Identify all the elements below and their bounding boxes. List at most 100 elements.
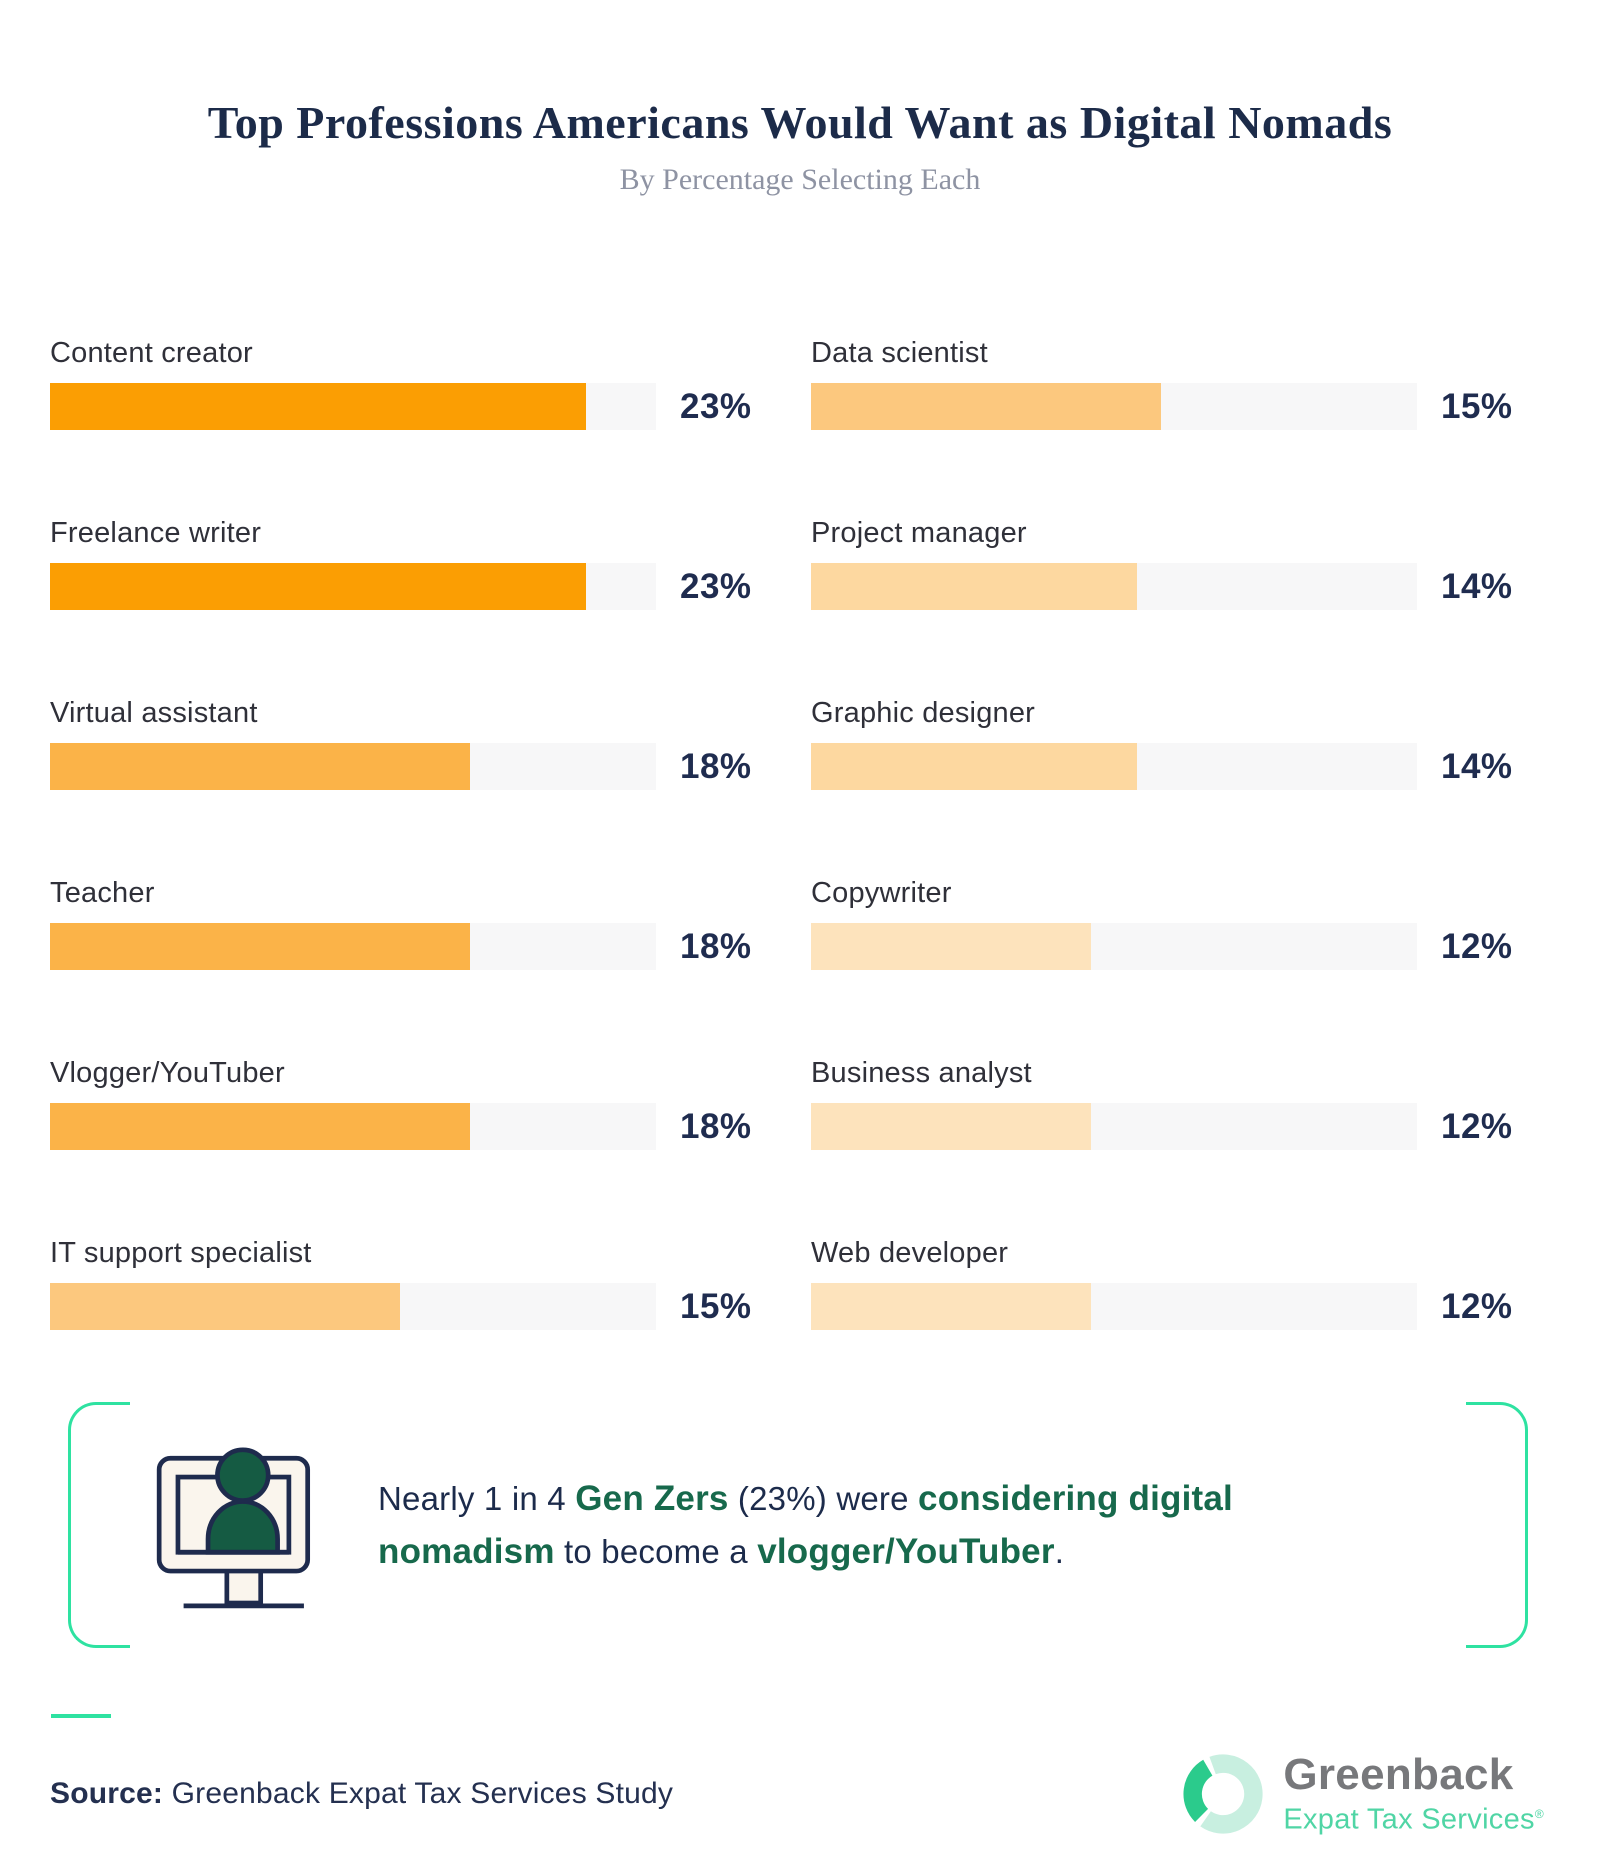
percent-label: 14% bbox=[1441, 566, 1513, 606]
profession-label: Content creator bbox=[50, 337, 253, 369]
percent-label: 15% bbox=[1441, 386, 1513, 426]
bar-track bbox=[811, 1103, 1417, 1150]
bar-fill bbox=[811, 923, 1091, 970]
bar-line: 12% bbox=[811, 1103, 1529, 1150]
source-line: Source: Greenback Expat Tax Services Stu… bbox=[50, 1777, 673, 1811]
profession-row: Freelance writer 23% bbox=[50, 515, 768, 610]
bar-column-right: Data scientist 15% Project manager 14% Graph… bbox=[811, 335, 1529, 1330]
bar-chart: Content creator 23% Freelance writer 23% Vir… bbox=[50, 335, 1529, 1330]
profession-row: Vlogger/YouTuber 18% bbox=[50, 1055, 768, 1150]
bar-fill bbox=[50, 1283, 400, 1330]
bar-line: 18% bbox=[50, 743, 768, 790]
callout-bracket-right bbox=[1466, 1402, 1528, 1648]
profession-label: Business analyst bbox=[811, 1057, 1032, 1089]
profession-label: Teacher bbox=[50, 877, 155, 909]
percent-label: 18% bbox=[680, 746, 752, 786]
profession-row: Content creator 23% bbox=[50, 335, 768, 430]
source-label: Source: bbox=[50, 1777, 164, 1810]
percent-label: 12% bbox=[1441, 1106, 1513, 1146]
logo-text: Greenback Expat Tax Services® bbox=[1283, 1752, 1544, 1836]
logo-tagline: Expat Tax Services® bbox=[1283, 1803, 1544, 1836]
bar-line: 14% bbox=[811, 743, 1529, 790]
bar-track bbox=[50, 563, 656, 610]
footer: Source: Greenback Expat Tax Services Stu… bbox=[50, 1748, 1544, 1840]
profession-row: Virtual assistant 18% bbox=[50, 695, 768, 790]
profession-row: Web developer 12% bbox=[811, 1235, 1529, 1330]
profession-label: Freelance writer bbox=[50, 517, 262, 549]
bar-track bbox=[50, 383, 656, 430]
bar-track bbox=[50, 1103, 656, 1150]
callout-line: nomadism to become a vlogger/YouTuber. bbox=[378, 1525, 1233, 1578]
bar-track bbox=[811, 563, 1417, 610]
page-subtitle: By Percentage Selecting Each bbox=[619, 163, 981, 196]
person-on-monitor-icon bbox=[156, 1447, 311, 1609]
registered-mark: ® bbox=[1534, 1807, 1544, 1822]
bar-line: 18% bbox=[50, 1103, 768, 1150]
percent-label: 14% bbox=[1441, 746, 1513, 786]
bar-line: 15% bbox=[50, 1283, 768, 1330]
bar-column-left: Content creator 23% Freelance writer 23% Vir… bbox=[50, 335, 768, 1330]
percent-label: 12% bbox=[1441, 926, 1513, 966]
bar-line: 15% bbox=[811, 383, 1529, 430]
bar-fill bbox=[811, 1283, 1091, 1330]
callout-text: Nearly 1 in 4 Gen Zers (23%) were consid… bbox=[378, 1472, 1233, 1578]
bar-track bbox=[811, 383, 1417, 430]
bar-track bbox=[50, 1283, 656, 1330]
profession-label: Web developer bbox=[811, 1237, 1009, 1269]
page-title: Top Professions Americans Would Want as … bbox=[207, 97, 1393, 148]
callout-segment: vlogger/YouTuber bbox=[757, 1532, 1055, 1571]
callout-segment: (23%) were bbox=[728, 1480, 919, 1517]
profession-row: Project manager 14% bbox=[811, 515, 1529, 610]
bar-line: 23% bbox=[50, 383, 768, 430]
profession-row: Copywriter 12% bbox=[811, 875, 1529, 970]
bar-line: 12% bbox=[811, 1283, 1529, 1330]
profession-label: Copywriter bbox=[811, 877, 952, 909]
percent-label: 15% bbox=[680, 1286, 752, 1326]
callout-line: Nearly 1 in 4 Gen Zers (23%) were consid… bbox=[378, 1472, 1233, 1525]
source-text: Greenback Expat Tax Services Study bbox=[163, 1777, 674, 1810]
bar-line: 12% bbox=[811, 923, 1529, 970]
profession-row: Teacher 18% bbox=[50, 875, 768, 970]
profession-label: IT support specialist bbox=[50, 1237, 312, 1269]
callout-box: Nearly 1 in 4 Gen Zers (23%) were consid… bbox=[68, 1402, 1528, 1648]
callout-segment: nomadism bbox=[378, 1532, 555, 1571]
bar-line: 18% bbox=[50, 923, 768, 970]
percent-label: 23% bbox=[680, 566, 752, 606]
profession-label: Virtual assistant bbox=[50, 697, 258, 729]
bar-track bbox=[50, 743, 656, 790]
profession-label: Project manager bbox=[811, 517, 1027, 549]
greenback-logo: Greenback Expat Tax Services® bbox=[1177, 1748, 1544, 1840]
bar-fill bbox=[811, 383, 1161, 430]
profession-label: Graphic designer bbox=[811, 697, 1036, 729]
bar-track bbox=[811, 923, 1417, 970]
profession-row: Data scientist 15% bbox=[811, 335, 1529, 430]
bar-fill bbox=[50, 563, 587, 610]
bar-line: 23% bbox=[50, 563, 768, 610]
profession-row: Business analyst 12% bbox=[811, 1055, 1529, 1150]
bar-track bbox=[811, 743, 1417, 790]
bar-fill bbox=[50, 1103, 470, 1150]
profession-row: IT support specialist 15% bbox=[50, 1235, 768, 1330]
bar-track bbox=[50, 923, 656, 970]
percent-label: 18% bbox=[680, 1106, 752, 1146]
bar-track bbox=[811, 1283, 1417, 1330]
bar-fill bbox=[50, 743, 470, 790]
bar-fill bbox=[811, 563, 1138, 610]
footer-accent-rule bbox=[51, 1714, 111, 1718]
logo-name: Greenback bbox=[1283, 1750, 1514, 1800]
callout-segment: Nearly 1 in 4 bbox=[378, 1480, 576, 1517]
percent-label: 18% bbox=[680, 926, 752, 966]
bar-line: 14% bbox=[811, 563, 1529, 610]
profession-row: Graphic designer 14% bbox=[811, 695, 1529, 790]
percent-label: 12% bbox=[1441, 1286, 1513, 1326]
percent-label: 23% bbox=[680, 386, 752, 426]
profession-label: Vlogger/YouTuber bbox=[50, 1057, 285, 1089]
callout-bracket-left bbox=[68, 1402, 130, 1648]
greenback-donut-icon bbox=[1183, 1754, 1263, 1834]
bar-fill bbox=[811, 743, 1138, 790]
callout-segment: . bbox=[1054, 1533, 1065, 1570]
bar-fill bbox=[811, 1103, 1091, 1150]
callout-segment: Gen Zers bbox=[575, 1479, 729, 1518]
callout-segment: considering digital bbox=[918, 1479, 1233, 1518]
